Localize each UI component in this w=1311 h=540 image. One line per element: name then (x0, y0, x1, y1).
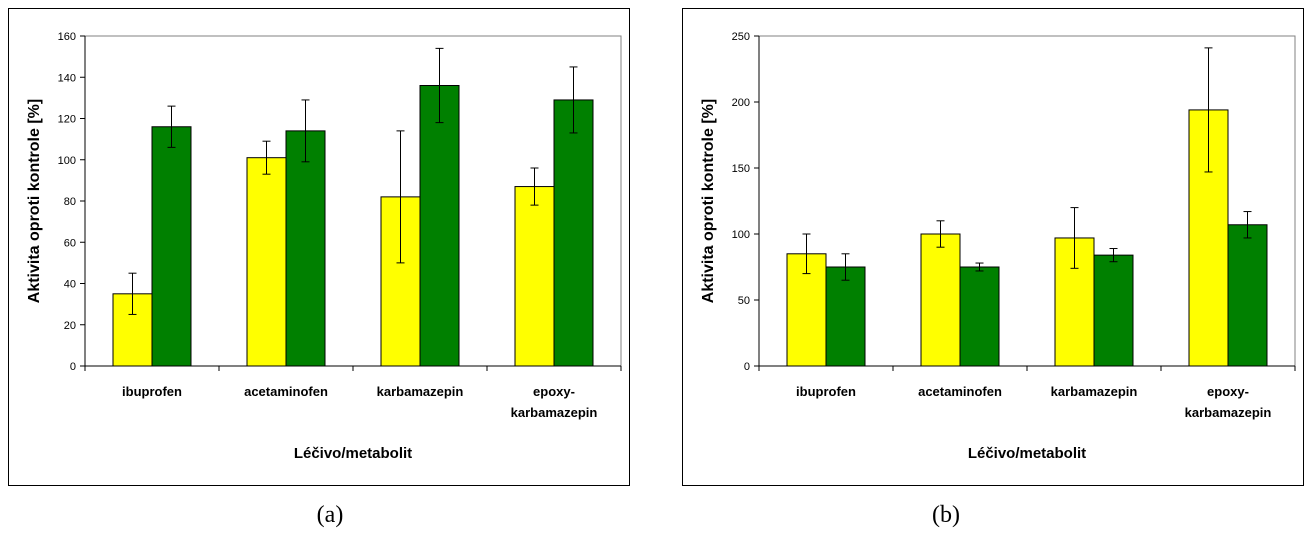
chart-b-bar (920, 233, 961, 367)
chart-b-ytick-label: 100 (732, 229, 750, 241)
chart-a-bar (419, 85, 460, 367)
chart-b-bar (825, 266, 866, 367)
chart-a-frame: 0 20 40 60 80 100 120 140 160 ibuprofen acetaminof… (8, 8, 630, 486)
chart-b: 0 50 100 150 200 250 ibuprofen acetaminofen karb… (700, 31, 1296, 462)
chart-b-ytick-label: 50 (738, 295, 750, 307)
chart-b-category-label: karbamazepin (1185, 405, 1272, 420)
panel-label-b: (b) (932, 502, 960, 528)
chart-b-x-axis-title: Léčivo/metabolit (968, 445, 1086, 462)
chart-a-ytick-label: 120 (58, 114, 76, 126)
chart-b-category-label: ibuprofen (796, 384, 856, 399)
chart-a-category-label: karbamazepin (377, 384, 464, 399)
chart-b-y-axis-title: Aktivita oproti kontrole [%] (700, 99, 717, 303)
chart-b-category-label: karbamazepin (1051, 384, 1138, 399)
chart-a-ytick-label: 140 (58, 72, 76, 84)
chart-b-ytick-label: 200 (732, 97, 750, 109)
chart-a-category-label: acetaminofen (244, 384, 328, 399)
panel-label-a: (a) (316, 502, 344, 528)
chart-a-ytick-label: 20 (64, 320, 76, 332)
chart-b-bar (959, 266, 1000, 367)
chart-a-bar (285, 130, 326, 367)
chart-a-category-label: epoxy- (533, 384, 575, 399)
chart-b-category-label: acetaminofen (918, 384, 1002, 399)
chart-a-ytick-label: 0 (70, 361, 76, 373)
chart-a-category-label: karbamazepin (511, 405, 598, 420)
chart-b-category-label: epoxy- (1207, 384, 1249, 399)
chart-a-x-axis-title: Léčivo/metabolit (294, 445, 412, 462)
chart-a-bar (514, 186, 555, 367)
chart-a-bar (246, 157, 287, 367)
chart-b-ytick-label: 150 (732, 163, 750, 175)
chart-a-ytick-label: 160 (58, 31, 76, 43)
chart-a-ytick-label: 80 (64, 196, 76, 208)
chart-b-ytick-label: 250 (732, 31, 750, 43)
chart-b-bar (1227, 224, 1268, 367)
chart-a: 0 20 40 60 80 100 120 140 160 ibuprofen acetaminof… (26, 31, 622, 462)
chart-a-ytick-label: 100 (58, 155, 76, 167)
chart-b-ytick-label: 0 (744, 361, 750, 373)
chart-a-category-label: ibuprofen (122, 384, 182, 399)
chart-b-frame: 0 50 100 150 200 250 ibuprofen acetaminofen karb… (682, 8, 1304, 486)
chart-a-ytick-label: 60 (64, 237, 76, 249)
chart-b-bar (1093, 254, 1134, 367)
chart-a-bar (151, 126, 192, 367)
chart-a-bar (553, 99, 594, 367)
chart-a-ytick-label: 40 (64, 279, 76, 291)
chart-a-y-axis-title: Aktivita oproti kontrole [%] (26, 99, 43, 303)
